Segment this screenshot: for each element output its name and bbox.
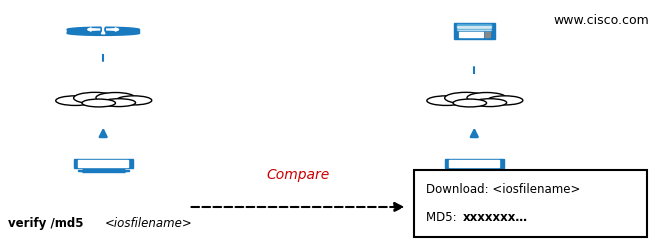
Ellipse shape: [67, 27, 139, 32]
Text: <iosfilename>: <iosfilename>: [105, 217, 193, 230]
Bar: [485, 36, 490, 37]
Bar: [459, 34, 483, 35]
Bar: [77, 170, 129, 171]
Bar: [450, 160, 499, 167]
Bar: [449, 170, 500, 171]
Bar: [457, 24, 491, 30]
Text: Compare: Compare: [267, 168, 330, 182]
Bar: [459, 32, 483, 33]
Text: verify /md5: verify /md5: [8, 217, 87, 230]
Text: Download: <iosfilename>: Download: <iosfilename>: [425, 183, 580, 196]
Ellipse shape: [96, 92, 135, 103]
Bar: [79, 160, 128, 167]
Bar: [470, 168, 478, 169]
Ellipse shape: [56, 96, 95, 105]
Bar: [454, 23, 495, 39]
Text: xxxxxxx…: xxxxxxx…: [462, 211, 528, 224]
Ellipse shape: [453, 99, 487, 107]
Ellipse shape: [82, 99, 116, 107]
Ellipse shape: [67, 31, 139, 36]
Text: www.cisco.com: www.cisco.com: [553, 14, 649, 27]
Ellipse shape: [102, 99, 136, 107]
Ellipse shape: [445, 92, 487, 104]
Bar: [457, 29, 491, 30]
Bar: [485, 32, 490, 33]
Bar: [67, 29, 139, 33]
Bar: [457, 26, 491, 27]
Bar: [485, 34, 490, 35]
Bar: [99, 168, 107, 169]
Ellipse shape: [467, 92, 506, 103]
Polygon shape: [50, 96, 156, 104]
Polygon shape: [421, 96, 528, 104]
Ellipse shape: [427, 96, 466, 105]
Bar: [74, 159, 133, 168]
Ellipse shape: [473, 99, 507, 107]
Ellipse shape: [116, 96, 152, 105]
Bar: [459, 36, 483, 37]
Ellipse shape: [487, 96, 523, 105]
FancyBboxPatch shape: [414, 170, 647, 237]
Bar: [445, 159, 504, 168]
Ellipse shape: [74, 92, 116, 104]
Text: MD5:: MD5:: [425, 211, 460, 224]
